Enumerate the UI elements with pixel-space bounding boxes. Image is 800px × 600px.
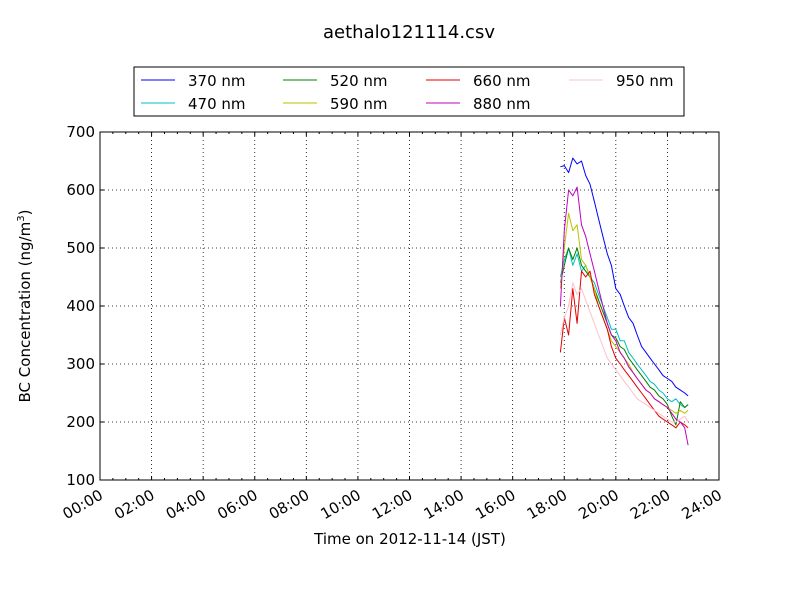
data-series [559,157,689,446]
y-tick-label: 200 [66,413,95,431]
plot-background [100,132,719,480]
y-axis-label-end: ) [16,210,34,216]
y-axis-tick-labels: 100 200 300 400 500 600 700 [66,123,95,489]
series-line-950-nm [559,282,689,423]
chart-title: aethalo121114.csv [323,22,495,43]
legend-label: 470 nm [188,95,246,113]
x-axis-label: Time on 2012-11-14 (JST) [313,530,506,548]
y-tick-label: 600 [66,181,95,199]
legend-label: 880 nm [473,95,531,113]
plot-area [99,131,720,481]
y-tick-label: 400 [66,297,95,315]
y-axis-label-main: BC Concentration (ng/m [16,222,34,403]
y-tick-label: 500 [66,239,95,257]
y-tick-label: 100 [66,471,95,489]
legend-label: 520 nm [330,72,388,90]
legend-label: 370 nm [188,72,246,90]
y-axis-label-superscript: 3 [16,215,27,221]
axis-ticks [99,131,720,481]
legend: 370 nm 470 nm 520 nm 590 nm 660 nm 880 nm 950 … [133,66,685,117]
y-tick-label: 700 [66,123,95,141]
series-line-880-nm [559,186,689,446]
y-tick-label: 300 [66,355,95,373]
y-axis-label: BC Concentration (ng/m3) [16,210,34,403]
legend-label: 950 nm [616,72,674,90]
legend-label: 590 nm [330,95,388,113]
series-line-520-nm [559,247,689,426]
legend-label: 660 nm [473,72,531,90]
series-line-370-nm [560,157,689,397]
legend-box [133,66,685,117]
series-line-660-nm [559,270,689,429]
